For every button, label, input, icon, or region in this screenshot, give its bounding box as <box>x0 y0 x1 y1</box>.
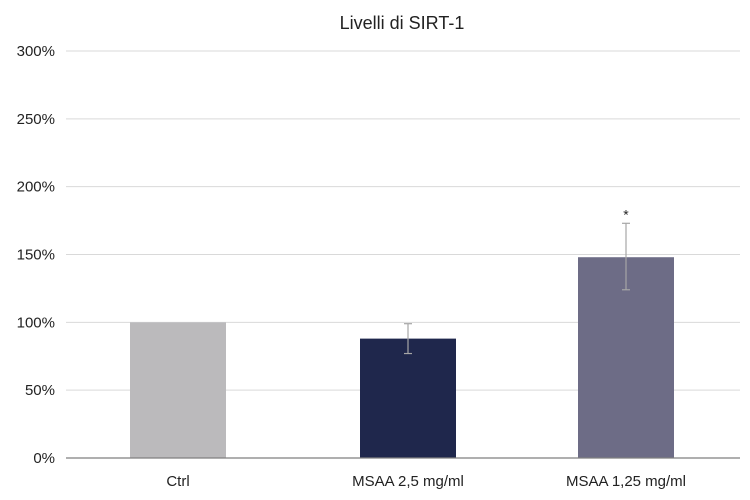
x-category-label: MSAA 1,25 mg/ml <box>566 473 686 490</box>
bar-2 <box>360 338 456 458</box>
error-bar <box>622 222 630 291</box>
y-axis-ticks: 0% 50% 100% 150% 200% 250% 300% <box>17 43 55 467</box>
error-bar <box>404 323 412 355</box>
annotations: * <box>623 206 629 222</box>
x-category-label: Ctrl <box>166 473 189 490</box>
chart-title: Livelli di SIRT-1 <box>340 13 465 33</box>
x-category-label: MSAA 2,5 mg/ml <box>352 473 464 490</box>
significance-marker: * <box>623 206 629 222</box>
y-tick-label: 50% <box>25 382 55 399</box>
y-tick-label: 200% <box>17 179 55 196</box>
y-tick-label: 150% <box>17 247 55 264</box>
y-tick-label: 0% <box>33 450 55 467</box>
x-axis-labels: Ctrl MSAA 2,5 mg/ml MSAA 1,25 mg/ml <box>166 473 686 490</box>
error-bars <box>404 222 630 355</box>
bar-1 <box>130 322 226 458</box>
y-tick-label: 300% <box>17 43 55 60</box>
y-tick-label: 250% <box>17 111 55 128</box>
y-tick-label: 100% <box>17 314 55 331</box>
bars <box>130 257 674 458</box>
bar-3 <box>578 257 674 458</box>
